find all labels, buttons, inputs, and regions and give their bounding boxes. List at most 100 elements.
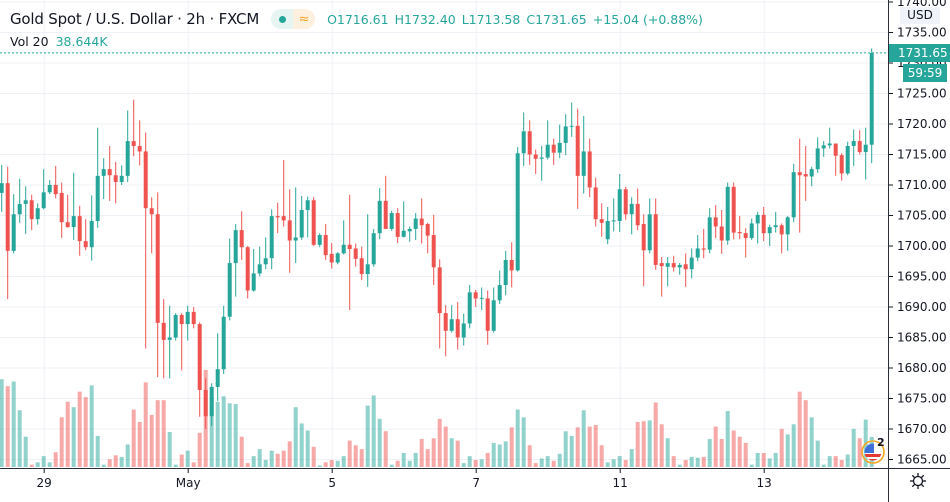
candle-body [569, 125, 574, 127]
volume-bar [197, 432, 202, 467]
candle [725, 182, 730, 245]
price-tick-label: 1740.00 [897, 0, 947, 9]
candle-body [167, 337, 172, 340]
time-tick-label: 13 [757, 476, 772, 490]
candle [431, 214, 436, 286]
candle [797, 138, 802, 233]
candle-body [209, 386, 214, 417]
open-value: O1716.61 [327, 11, 389, 27]
candle-body [815, 148, 820, 170]
symbol-title[interactable]: Gold Spot / U.S. Dollar · 2h · FXCM [10, 10, 260, 28]
candle [761, 206, 766, 242]
candle-body [305, 200, 310, 211]
volume-bar [659, 424, 664, 467]
volume-bar [599, 445, 604, 467]
candle [179, 313, 184, 371]
candle [581, 116, 586, 194]
volume-bar [359, 449, 364, 467]
candle [479, 287, 484, 311]
candle [491, 287, 496, 333]
candle-body [689, 257, 694, 270]
volume-bar [419, 439, 424, 467]
candle-body [101, 169, 106, 176]
price-tick-label: 1680.00 [897, 361, 947, 375]
candle [341, 220, 346, 255]
currency-label[interactable]: USD [900, 7, 940, 24]
volume-bar [731, 430, 736, 467]
volume-bar [617, 456, 622, 467]
volume-bar [851, 428, 856, 467]
volume-bar [443, 426, 448, 467]
candle [593, 177, 598, 227]
candle-body [719, 226, 724, 241]
candle [605, 206, 610, 245]
candle [77, 205, 82, 256]
candle [821, 141, 826, 157]
candle-body [839, 155, 844, 174]
wave-icon[interactable]: ≈ [293, 9, 316, 29]
volume-label[interactable]: Vol 20 [10, 34, 49, 49]
candle-body [227, 263, 232, 317]
volume-bar [707, 439, 712, 467]
volume-bar [59, 417, 64, 467]
price-tick-label: 1695.00 [897, 270, 947, 284]
candle-body [299, 210, 304, 238]
candle [461, 313, 466, 346]
candle-body [71, 216, 76, 228]
candle [815, 137, 820, 173]
candle [575, 108, 580, 209]
candle [11, 194, 16, 254]
volume-bar [815, 440, 820, 467]
candle [689, 248, 694, 279]
candle [257, 246, 262, 277]
volume-bar [239, 436, 244, 467]
price-tick-label: 1735.00 [897, 26, 947, 40]
gear-icon[interactable] [909, 472, 927, 490]
candle-body [863, 144, 868, 153]
candle [161, 299, 166, 379]
candle [143, 132, 148, 349]
volume-bar [11, 381, 16, 467]
candle-body [605, 220, 610, 240]
candle-body [245, 247, 250, 291]
volume-bar [683, 460, 688, 467]
candle-body [581, 151, 586, 176]
volume-bar [515, 409, 520, 467]
candle [755, 211, 760, 244]
candle-body [713, 217, 718, 227]
volume-bar [71, 407, 76, 467]
candle-body [485, 298, 490, 331]
volume-bar [671, 456, 676, 467]
volume-bar [407, 460, 412, 467]
volume-bar [833, 456, 838, 467]
candle-body [203, 389, 208, 417]
time-tick-label: 11 [613, 476, 628, 490]
candle [119, 165, 124, 185]
candle-body [125, 141, 130, 176]
candle [311, 197, 316, 246]
last-price-label: 1731.65 [889, 44, 950, 62]
price-tick-label: 1665.00 [897, 453, 947, 467]
candle [149, 197, 154, 254]
volume-bar [581, 410, 586, 467]
candle [305, 196, 310, 238]
volume-bar [539, 458, 544, 467]
time-axis[interactable]: 29 May 5 7 11 13 [37, 469, 772, 490]
market-open-dot-icon[interactable] [271, 9, 294, 29]
volume-bar [629, 449, 634, 467]
us-flag-icon[interactable] [861, 440, 885, 464]
candle-body [257, 264, 262, 274]
candle-body [5, 183, 10, 251]
time-tick-label: 29 [37, 476, 52, 490]
volume-bar [461, 463, 466, 467]
volume-bar [101, 464, 106, 467]
volume-bar [155, 400, 160, 467]
volume-bar [569, 435, 574, 467]
volume-bar [563, 431, 568, 467]
volume-bar [557, 453, 562, 467]
volume-bar [377, 418, 382, 467]
candle-body [119, 175, 124, 182]
candle-body [665, 263, 670, 267]
volume-bar [575, 427, 580, 467]
